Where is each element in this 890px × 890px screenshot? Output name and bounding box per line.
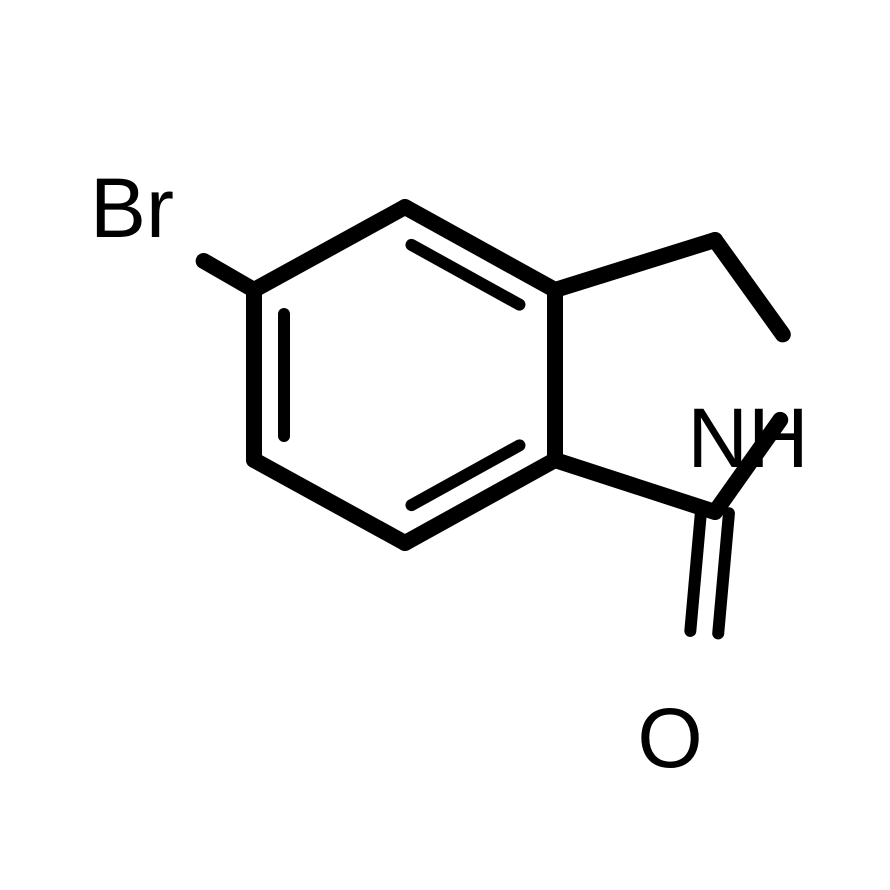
- atom-label-o: O: [637, 691, 702, 785]
- atom-label-nh: NH: [687, 391, 808, 485]
- atom-label-br: Br: [90, 161, 174, 255]
- chemical-structure-diagram: Br NH O: [0, 0, 890, 890]
